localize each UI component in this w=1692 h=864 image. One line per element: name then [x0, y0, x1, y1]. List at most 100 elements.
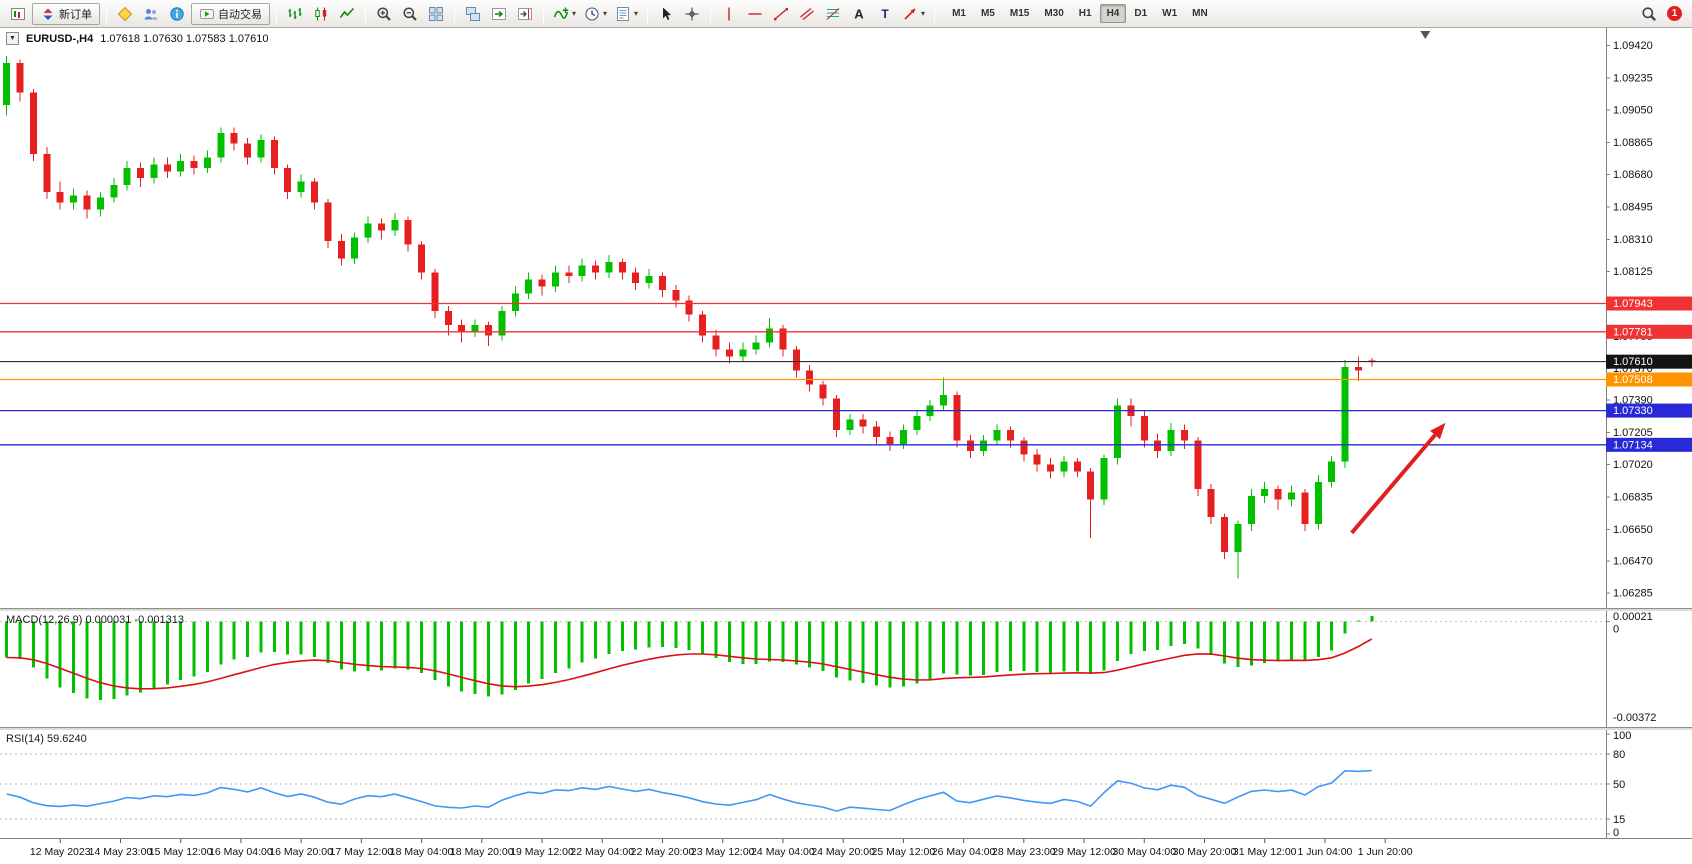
crosshair-button[interactable] — [680, 3, 704, 25]
vertical-line-button[interactable] — [717, 3, 741, 25]
trend-arrow-annotation[interactable] — [1350, 422, 1446, 535]
cursor-button[interactable] — [654, 3, 678, 25]
price-pane: 1.09420 1.09235 1.09050 1.08865 1.08680 1.084… — [0, 28, 1692, 608]
indicators-button[interactable]: ▾ — [550, 3, 579, 25]
pane-splitter-2[interactable] — [0, 727, 1692, 730]
text-button[interactable]: A — [847, 3, 871, 25]
market-icon — [117, 6, 133, 22]
cascade-windows-icon — [465, 6, 481, 22]
resistance-line-1-price-tag — [1606, 296, 1692, 311]
line-chart-icon — [339, 6, 355, 22]
one-click-trading-toggle[interactable]: ▼ — [6, 32, 19, 45]
svg-text:0: 0 — [1613, 624, 1619, 636]
periods-button[interactable]: ▾ — [581, 3, 610, 25]
svg-text:1.09420: 1.09420 — [1613, 40, 1653, 52]
candlestick-chart-button[interactable] — [309, 3, 333, 25]
chart-header: ▼ EURUSD-,H4 1.07618 1.07630 1.07583 1.0… — [6, 32, 268, 45]
cascade-windows-button[interactable] — [461, 3, 485, 25]
svg-text:1.09050: 1.09050 — [1613, 105, 1653, 117]
search-button[interactable] — [1637, 3, 1661, 25]
line-chart-button[interactable] — [335, 3, 359, 25]
support-line-1[interactable]: 1.07330 — [0, 403, 1692, 418]
time-axis: 12 May 2023 14 May 23:00 15 May 12:00 16 Ma… — [0, 838, 1692, 864]
current-price-line-price-tag — [1606, 354, 1692, 369]
toolbar-separator — [454, 4, 455, 23]
community-button[interactable] — [139, 3, 163, 25]
svg-text:1.07781: 1.07781 — [1613, 326, 1653, 338]
support-line-2[interactable]: 1.07134 — [0, 437, 1692, 452]
crosshair-icon — [684, 6, 700, 22]
timeframe-bar: M1 M5 M15 M30 H1 H4 D1 W1 MN — [945, 4, 1215, 23]
fibonacci-button[interactable] — [821, 3, 845, 25]
bar-chart-button[interactable] — [283, 3, 307, 25]
toolbar-separator — [647, 4, 649, 23]
zoom-out-button[interactable] — [398, 3, 422, 25]
pane-splitter-1[interactable] — [0, 608, 1692, 611]
resistance-line-1[interactable]: 1.07943 — [0, 296, 1692, 311]
auto-scroll-icon — [491, 6, 507, 22]
toolbar-separator — [710, 4, 712, 23]
svg-text:30 May 20:00: 30 May 20:00 — [1173, 846, 1237, 858]
svg-text:14 May 23:00: 14 May 23:00 — [89, 846, 153, 858]
channel-button[interactable] — [795, 3, 819, 25]
timeframe-d1-button[interactable]: D1 — [1127, 4, 1154, 23]
resistance-line-2[interactable]: 1.07781 — [0, 324, 1692, 339]
info-button[interactable] — [165, 3, 189, 25]
info-icon — [169, 6, 185, 22]
timeframe-h1-button[interactable]: H1 — [1072, 4, 1099, 23]
svg-text:23 May 12:00: 23 May 12:00 — [691, 846, 755, 858]
label-tool-icon: T — [877, 6, 893, 22]
symbol-timeframe-label: EURUSD-,H4 — [26, 32, 94, 45]
main-chart-canvas[interactable]: 1.09420 1.09235 1.09050 1.08865 1.08680 1.084… — [0, 28, 1692, 608]
horizontal-line-button[interactable] — [743, 3, 767, 25]
new-chart-button[interactable] — [6, 3, 30, 25]
svg-text:T: T — [881, 7, 889, 21]
rsi-pane: 100 80 50 15 0 RSI(14) 59.6240 — [0, 730, 1692, 838]
toolbar-right: 1 — [1637, 3, 1686, 25]
chart-shift-marker[interactable] — [1420, 31, 1431, 39]
channel-icon — [799, 6, 815, 22]
macd-pane: 0.00021 0 -0.00372 MACD(12,26,9) 0.000031 … — [0, 611, 1692, 727]
templates-button[interactable]: ▾ — [612, 3, 641, 25]
label-button[interactable]: T — [873, 3, 897, 25]
timeframe-m15-button[interactable]: M15 — [1003, 4, 1036, 23]
current-price-line[interactable]: 1.07610 — [0, 354, 1692, 369]
timeframe-w1-button[interactable]: W1 — [1155, 4, 1184, 23]
timeframe-m1-button[interactable]: M1 — [945, 4, 973, 23]
svg-text:80: 80 — [1613, 749, 1625, 761]
svg-text:1.07508: 1.07508 — [1613, 374, 1653, 386]
svg-text:1.06470: 1.06470 — [1613, 555, 1653, 567]
rsi-canvas[interactable]: 100 80 50 150 — [0, 730, 1692, 838]
arrows-button[interactable]: ▾ — [899, 3, 928, 25]
auto-scroll-button[interactable] — [487, 3, 511, 25]
templates-icon — [615, 6, 631, 22]
timeframe-mn-button[interactable]: MN — [1185, 4, 1215, 23]
chart-window-icon — [10, 6, 26, 22]
trendline-button[interactable] — [769, 3, 793, 25]
pivot-line-price-tag — [1606, 372, 1692, 387]
macd-histogram — [5, 616, 1374, 701]
timeframe-m5-button[interactable]: M5 — [974, 4, 1002, 23]
autotrade-button-label: 自动交易 — [218, 8, 262, 21]
toolbar-separator — [934, 4, 936, 23]
notification-badge[interactable]: 1 — [1667, 6, 1682, 21]
svg-text:29 May 12:00: 29 May 12:00 — [1052, 846, 1116, 858]
dropdown-caret-icon: ▾ — [603, 9, 608, 18]
periods-icon — [584, 6, 600, 22]
tile-windows-button[interactable] — [424, 3, 448, 25]
svg-text:1.07610: 1.07610 — [1613, 356, 1653, 368]
new-order-button[interactable]: 新订单 — [32, 2, 100, 25]
chart-shift-button[interactable] — [513, 3, 537, 25]
support-line-1-price-tag — [1606, 403, 1692, 418]
timeframe-m30-button[interactable]: M30 — [1037, 4, 1070, 23]
toolbar-separator — [276, 4, 277, 23]
market-button[interactable] — [113, 3, 137, 25]
cursor-icon — [658, 6, 674, 22]
zoom-in-button[interactable] — [372, 3, 396, 25]
autotrade-button[interactable]: 自动交易 — [191, 2, 270, 25]
pivot-line[interactable]: 1.07508 — [0, 372, 1692, 387]
timeframe-h4-button[interactable]: H4 — [1099, 4, 1127, 23]
support-line-2-price-tag — [1606, 437, 1692, 452]
svg-text:1.09235: 1.09235 — [1613, 72, 1653, 84]
